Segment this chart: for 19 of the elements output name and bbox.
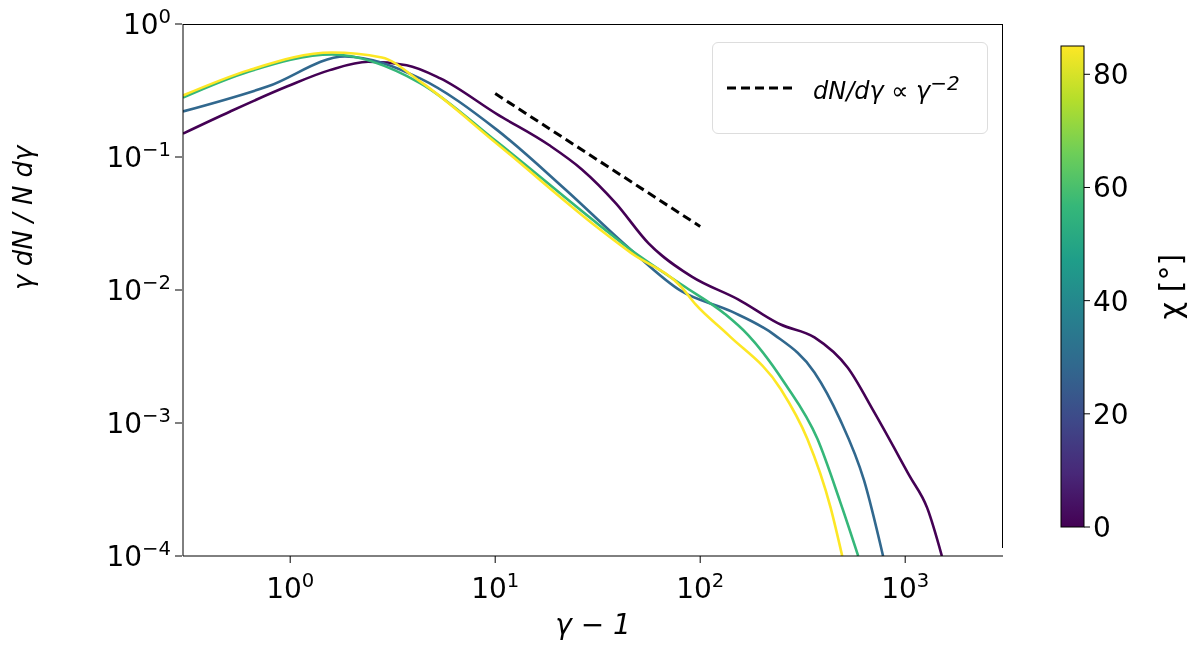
color-bar-label: 60 xyxy=(1093,171,1129,205)
color-bar-label: 40 xyxy=(1093,284,1129,318)
x-tick-label: 10$^{3}$ xyxy=(881,568,930,605)
x-tick-label: 10$^{0}$ xyxy=(266,568,315,605)
y-tick-label: 10$^{0}$ xyxy=(122,4,171,41)
y-tick-label: 10$^{−1}$ xyxy=(106,137,171,174)
colorbar: 0 20 40 60 80 χ [°] xyxy=(1053,8,1192,645)
color-bar-title: χ [°] xyxy=(1153,253,1188,320)
color-bar-label: 0 xyxy=(1093,511,1111,544)
y-axis-title: γ dN / N dγ xyxy=(8,143,39,290)
x-axis-title: γ − 1 xyxy=(555,608,631,641)
x-tick-label: 10$^{2}$ xyxy=(676,568,725,605)
color-bar-label: 80 xyxy=(1093,58,1129,92)
legend-label: dN/dγ ∝ γ$^{−2}$ xyxy=(813,71,960,105)
x-tick-label: 10$^{1}$ xyxy=(471,568,520,605)
y-tick-label: 10$^{−4}$ xyxy=(106,536,171,573)
color-bar-label: 20 xyxy=(1093,397,1129,431)
y-tick-label: 10$^{−3}$ xyxy=(106,403,171,440)
y-tick-label: 10$^{−2}$ xyxy=(106,270,171,307)
